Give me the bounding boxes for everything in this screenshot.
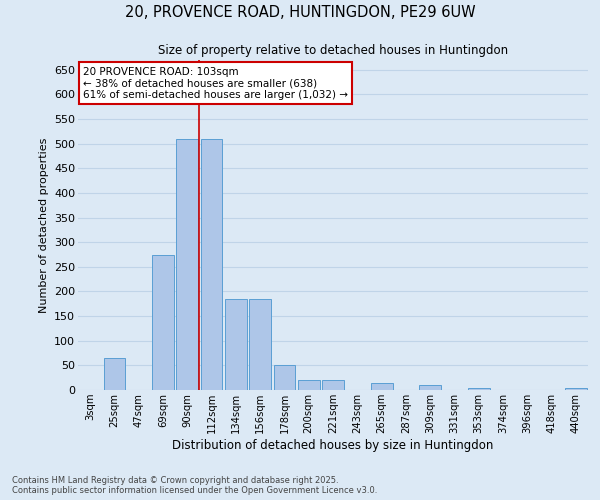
Bar <box>371 382 392 390</box>
Bar <box>274 366 295 390</box>
Title: Size of property relative to detached houses in Huntingdon: Size of property relative to detached ho… <box>158 44 508 58</box>
Bar <box>104 358 125 390</box>
Y-axis label: Number of detached properties: Number of detached properties <box>38 138 49 312</box>
Bar <box>225 299 247 390</box>
Text: 20 PROVENCE ROAD: 103sqm
← 38% of detached houses are smaller (638)
61% of semi-: 20 PROVENCE ROAD: 103sqm ← 38% of detach… <box>83 66 348 100</box>
Bar <box>152 254 174 390</box>
X-axis label: Distribution of detached houses by size in Huntingdon: Distribution of detached houses by size … <box>172 438 494 452</box>
Bar <box>249 299 271 390</box>
Bar <box>298 380 320 390</box>
Text: Contains HM Land Registry data © Crown copyright and database right 2025.
Contai: Contains HM Land Registry data © Crown c… <box>12 476 377 495</box>
Bar <box>468 388 490 390</box>
Bar <box>565 388 587 390</box>
Bar <box>200 139 223 390</box>
Bar <box>419 385 441 390</box>
Text: 20, PROVENCE ROAD, HUNTINGDON, PE29 6UW: 20, PROVENCE ROAD, HUNTINGDON, PE29 6UW <box>125 5 475 20</box>
Bar <box>176 139 198 390</box>
Bar <box>322 380 344 390</box>
